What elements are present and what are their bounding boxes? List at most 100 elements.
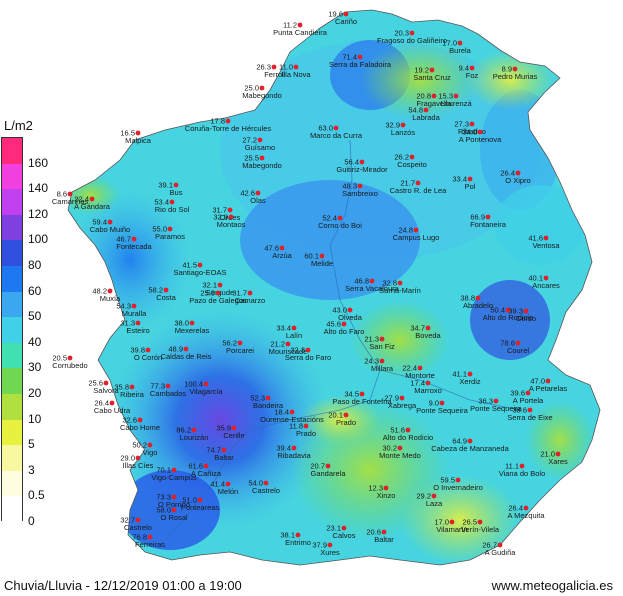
- station-marker[interactable]: 59.5O Invernadeiro: [433, 476, 483, 493]
- station-marker[interactable]: 26.4O Xipro: [500, 169, 530, 186]
- station-marker[interactable]: 73.3O Porriño: [156, 493, 190, 510]
- station-marker[interactable]: 34.0A Pontenova: [459, 128, 502, 145]
- station-marker[interactable]: 39.6A Portela: [510, 389, 544, 406]
- station-marker[interactable]: 39.8O Corón: [130, 346, 162, 363]
- station-marker[interactable]: 22.4A Gándara: [74, 195, 111, 212]
- source-link[interactable]: www.meteogalicia.es: [491, 578, 613, 593]
- station-marker[interactable]: 61.6A Cañiza: [188, 462, 221, 479]
- station-marker[interactable]: 58.0O Rosal: [156, 506, 187, 523]
